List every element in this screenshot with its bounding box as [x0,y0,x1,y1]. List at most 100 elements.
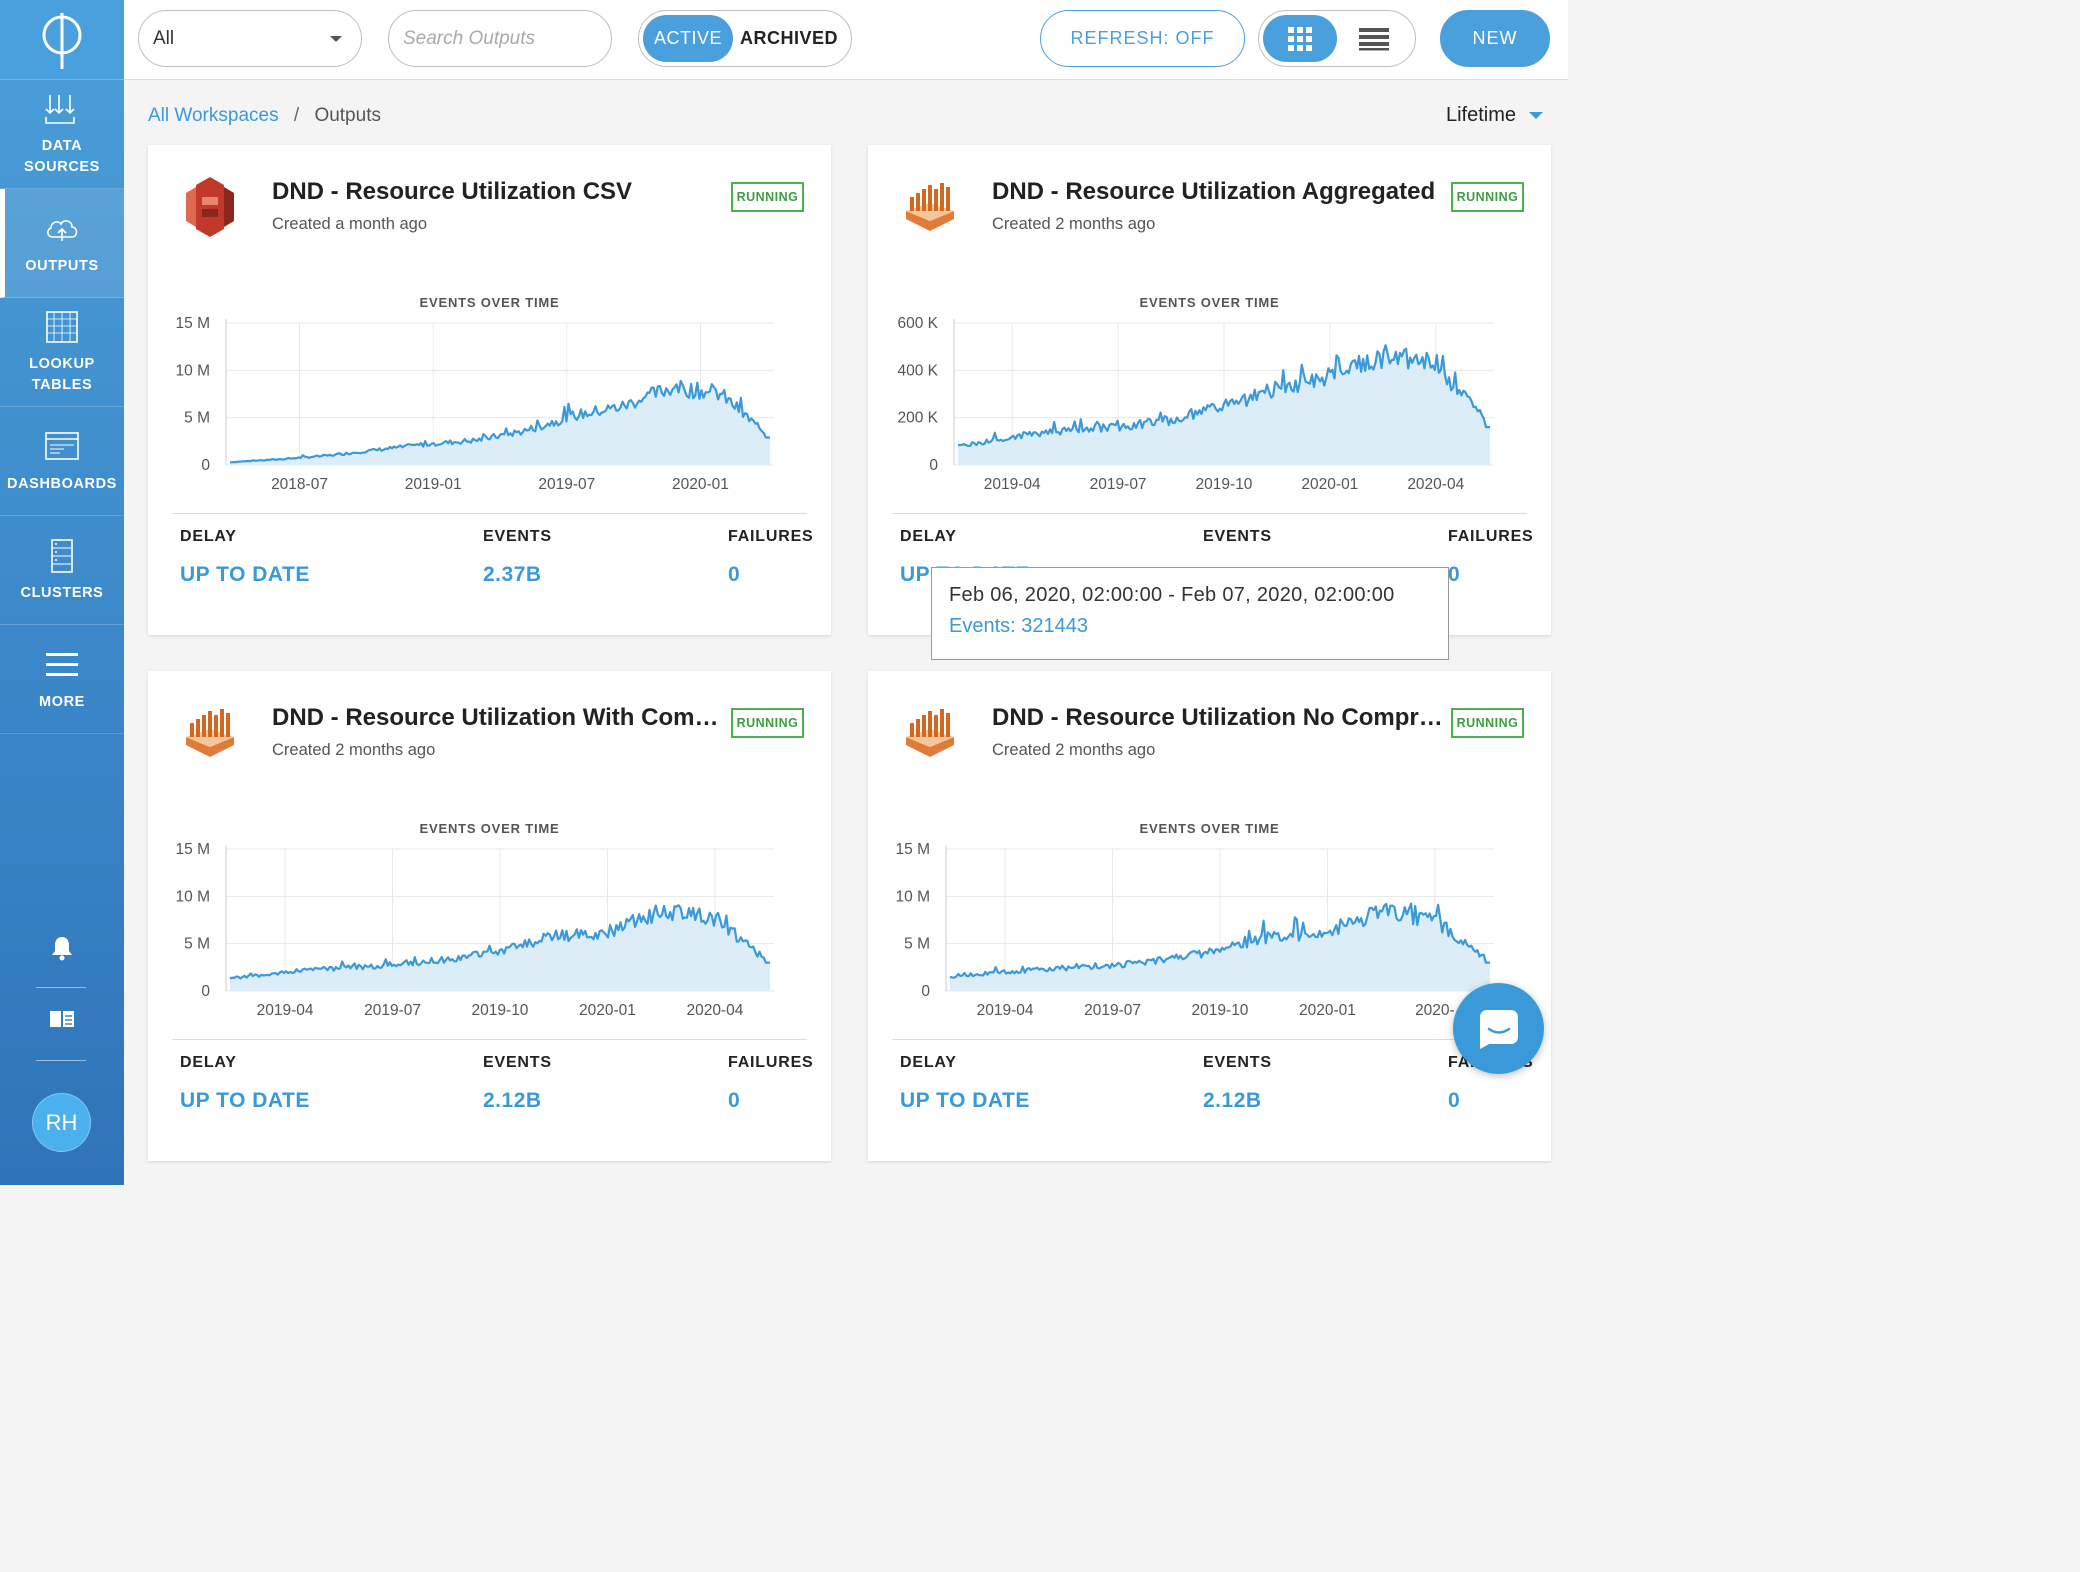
data-sources-icon [43,90,81,128]
sidebar-item-clusters[interactable]: CLUSTERS [0,516,124,625]
status-badge: RUNNING [731,708,804,738]
search-input[interactable] [403,27,593,50]
output-card[interactable]: DND - Resource Utilization No Compressio… [868,671,1551,1161]
series-line [949,902,1490,979]
y-tick-label: 10 M [896,888,930,905]
chart-title: EVENTS OVER TIME [419,295,560,310]
failures-value: 0 [1448,1089,1461,1112]
sidebar-item-label: LOOKUP TABLES [29,356,95,393]
output-card[interactable]: DND - Resource Utilization CSV Created a … [148,145,831,635]
series-line [229,904,770,980]
card-divider [892,513,1527,514]
table-icon [43,308,81,346]
sidebar-item-more[interactable]: MORE [0,625,124,734]
breadcrumb-current: Outputs [314,105,381,126]
list-view-button[interactable] [1337,15,1411,62]
top-toolbar: All ACTIVE ARCHIVED REFRESH: OFF NEW [124,0,1568,80]
failures-label: FAILURES [1448,528,1534,545]
events-chart[interactable]: 0 5 M 10 M 15 M 2019-04 2019-07 2019-10 2020-01… [868,831,1551,1031]
card-title[interactable]: DND - Resource Utilization Aggregated [992,178,1436,205]
card-divider [172,513,807,514]
x-tick-label: 2019-04 [977,1002,1034,1019]
card-title[interactable]: DND - Resource Utilization CSV [272,178,633,205]
docs-book-icon[interactable] [49,1009,75,1029]
sidebar-nav: DATA SOURCES OUTPUTS LOOKUP TABLES DASHBOAR… [0,80,124,734]
card-title[interactable]: DND - Resource Utilization No Compressio… [992,704,1448,731]
bell-icon[interactable] [50,935,74,961]
status-badge: RUNNING [731,182,804,212]
active-toggle-button[interactable]: ACTIVE [643,15,733,62]
y-tick-label: 0 [921,983,930,1000]
sidebar-item-label: DATA SOURCES [24,138,100,175]
events-label: EVENTS [1203,1054,1272,1071]
y-tick-label: 15 M [176,315,210,332]
breadcrumb-separator: / [293,105,300,126]
search-box[interactable] [388,10,612,67]
y-tick-label: 10 M [176,362,210,379]
chat-launcher-button[interactable] [1453,983,1544,1074]
sidebar-item-dashboards[interactable]: DASHBOARDS [0,407,124,516]
events-value: 2.12B [1203,1089,1262,1112]
failures-label: FAILURES [728,528,814,545]
y-tick-label: 5 M [184,410,210,427]
sidebar-item-label: CLUSTERS [20,584,104,601]
x-tick-label: 2019-10 [472,1002,529,1019]
x-tick-label: 2020-04 [1407,476,1464,493]
filter-select-value: All [153,27,175,49]
phi-logo-icon [42,12,82,69]
archived-toggle-button[interactable]: ARCHIVED [739,28,838,48]
card-created: Created 2 months ago [992,741,1156,759]
y-tick-label: 15 M [176,841,210,858]
card-title[interactable]: DND - Resource Utilization With Compress… [272,704,728,731]
user-avatar[interactable]: RH [32,1093,91,1152]
view-mode-toggle [1258,10,1416,67]
output-card[interactable]: DND - Resource Utilization With Compress… [148,671,831,1161]
breadcrumb-all-workspaces[interactable]: All Workspaces [148,105,279,126]
chat-bubble-icon [1479,1009,1518,1049]
x-tick-label: 2020-01 [1301,476,1358,493]
x-tick-label: 2020-01 [579,1002,636,1019]
x-tick-label: 2019-10 [1192,1002,1249,1019]
time-range-select[interactable]: Lifetime [1446,104,1544,127]
y-tick-label: 600 K [897,315,938,332]
tooltip-range: Feb 06, 2020, 02:00:00 - Feb 07, 2020, 0… [949,584,1395,606]
new-output-button[interactable]: NEW [1440,10,1550,67]
card-created: Created 2 months ago [272,741,436,759]
events-value: 2.12B [483,1089,542,1112]
grid-view-button[interactable] [1263,15,1337,62]
chart-title: EVENTS OVER TIME [1139,821,1280,836]
events-chart[interactable]: 0 200 K 400 K 600 K 2019-04 2019-07 2019-10 202… [868,305,1551,505]
refresh-toggle-button[interactable]: REFRESH: OFF [1040,10,1245,67]
y-tick-label: 5 M [904,936,930,953]
x-tick-label: 2019-07 [538,476,595,493]
app-logo[interactable] [0,0,124,80]
events-label: EVENTS [483,1054,552,1071]
chart-tooltip: Feb 06, 2020, 02:00:00 - Feb 07, 2020, 0… [931,567,1449,660]
sidebar-item-outputs[interactable]: OUTPUTS [0,189,124,298]
events-chart[interactable]: 0 5 M 10 M 15 M 2018-07 2019-01 2019-07 2020-01 [148,305,831,505]
sidebar-item-label: MORE [39,693,85,710]
series-line [957,344,1490,447]
sidebar-item-label: DASHBOARDS [7,475,117,492]
x-tick-label: 2018-07 [271,476,328,493]
card-divider [892,1039,1527,1040]
y-tick-label: 10 M [176,888,210,905]
status-badge: RUNNING [1451,182,1524,212]
series-area [230,381,770,465]
sidebar-separator [36,987,86,988]
delay-value: UP TO DATE [180,563,310,586]
x-tick-label: 2019-01 [405,476,462,493]
breadcrumb: All Workspaces / Outputs [148,105,381,127]
output-card[interactable]: DND - Resource Utilization Aggregated Cre… [868,145,1551,635]
sidebar-item-data-sources[interactable]: DATA SOURCES [0,80,124,189]
events-value: 2.37B [483,563,542,586]
active-archived-toggle: ACTIVE ARCHIVED [638,10,852,67]
y-tick-label: 0 [201,457,210,474]
list-icon [1359,27,1389,50]
y-tick-label: 0 [201,983,210,1000]
dashboard-icon [43,428,81,466]
sidebar-item-lookup-tables[interactable]: LOOKUP TABLES [0,298,124,407]
workspace-filter-select[interactable]: All [138,10,362,67]
time-range-value: Lifetime [1445,104,1516,126]
events-chart[interactable]: 0 5 M 10 M 15 M 2019-04 2019-07 2019-10 2020-01… [148,831,831,1031]
